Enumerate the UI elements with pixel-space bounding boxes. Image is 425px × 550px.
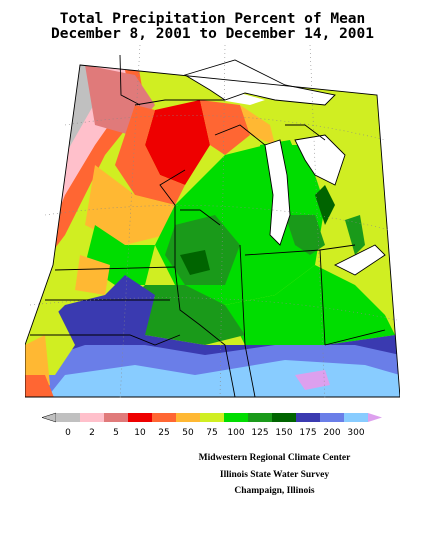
legend-label: 125	[251, 428, 268, 438]
legend-swatch	[248, 413, 272, 422]
legend-swatch	[80, 413, 104, 422]
legend-label: 0	[65, 428, 71, 438]
legend-swatch	[104, 413, 128, 422]
credit-location: Champaign, Illinois	[234, 486, 315, 496]
legend-swatch	[296, 413, 320, 422]
legend-swatch	[320, 413, 344, 422]
legend-swatch	[152, 413, 176, 422]
color-legend: 0 2 5 10 25 50 75 100 125 150 175 200 300	[41, 412, 382, 438]
legend-label: 10	[134, 428, 146, 438]
legend-label: 300	[347, 428, 364, 438]
legend-swatch	[200, 413, 224, 422]
legend-swatch	[272, 413, 296, 422]
legend-swatch	[224, 413, 248, 422]
precipitation-map	[25, 45, 400, 400]
map-title-line1: Total Precipitation Percent of Mean	[59, 11, 366, 27]
map-title-line2: December 8, 2001 to December 14, 2001	[50, 26, 374, 42]
legend-label: 100	[227, 428, 244, 438]
legend-label: 75	[206, 428, 217, 438]
credit-center: Midwestern Regional Climate Center	[198, 453, 351, 463]
legend-label: 25	[158, 428, 169, 438]
legend-swatch	[56, 413, 80, 422]
legend-swatch	[176, 413, 200, 422]
lake-outlines	[183, 59, 386, 276]
legend-label: 50	[182, 428, 194, 438]
legend-arrow-over	[368, 413, 382, 422]
legend-label: 5	[113, 428, 119, 438]
state-borders	[25, 54, 400, 398]
legend-arrow-under	[41, 412, 57, 423]
graticule	[29, 45, 398, 400]
precipitation-fill	[25, 65, 400, 397]
legend-swatch	[128, 413, 152, 422]
credit-survey: Illinois State Water Survey	[219, 470, 330, 480]
legend-label: 150	[275, 428, 292, 438]
legend-label: 2	[89, 428, 95, 438]
legend-label: 175	[299, 428, 316, 438]
legend-label: 200	[323, 428, 340, 438]
legend-swatch	[344, 413, 368, 422]
